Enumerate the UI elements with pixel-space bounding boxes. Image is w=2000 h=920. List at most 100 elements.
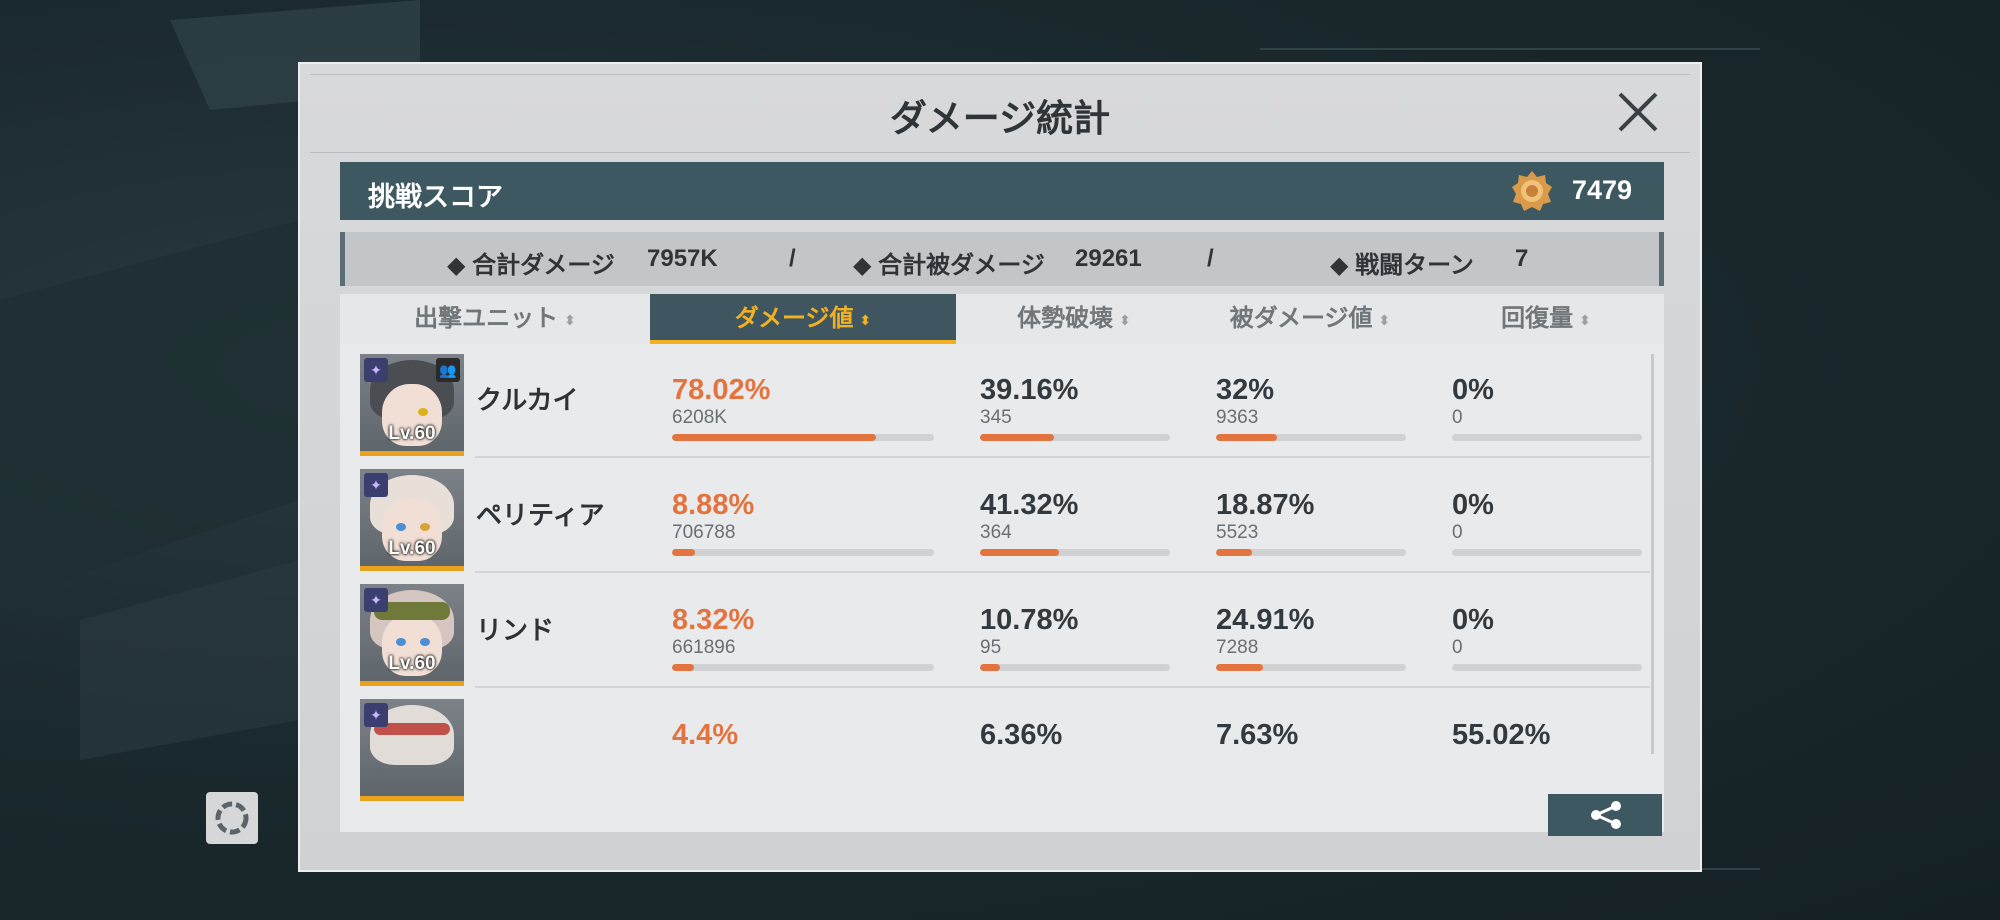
taken-raw: 5523 (1216, 522, 1259, 543)
separator: / (789, 245, 796, 272)
taken-bar (1216, 434, 1406, 441)
column-label: 被ダメージ値 (1229, 305, 1373, 332)
damage-stat: 8.32% 661896 (672, 604, 934, 671)
row-divider (475, 571, 1650, 573)
element-icon: ✦ (364, 358, 388, 382)
damage-stat: 78.02% 6208K (672, 374, 934, 441)
taken-percent: 32% (1216, 374, 1275, 406)
break-stat: 6.36% (980, 719, 1170, 751)
heal-stat: 0% 0 (1452, 374, 1642, 441)
break-percent: 41.32% (980, 489, 1079, 521)
heal-bar (1452, 664, 1642, 671)
taken-percent: 18.87% (1216, 489, 1315, 521)
team-icon: 👥 (436, 358, 460, 382)
column-label: 体勢破壊 (1017, 305, 1114, 332)
damage-stats-dialog: ダメージ統計 挑戦スコア 7479 ◆ 合計ダメージ 7957K / ◆ 合計被… (298, 62, 1702, 872)
battle-turns-value: 7 (1515, 245, 1529, 272)
unit-name: クルカイ (476, 385, 579, 415)
damage-stat: 4.4% (672, 719, 934, 751)
sort-icon: ⬍ (1119, 311, 1131, 328)
unit-level: Lv.60 (388, 423, 436, 444)
damage-percent: 4.4% (672, 719, 739, 751)
share-icon (1591, 801, 1621, 829)
break-bar-fill (980, 664, 1001, 671)
heal-bar (1452, 549, 1642, 556)
damage-bar (672, 664, 934, 671)
list-item[interactable]: ✦ 👥 Lv.60 クルカイ 78.02% 6208K 39.16% 345 3… (340, 344, 1650, 458)
total-damage-value: 7957K (647, 245, 718, 272)
unit-name: リンド (476, 615, 555, 645)
column-header-break[interactable]: 体勢破壊 ⬍ (956, 294, 1192, 344)
divider (310, 74, 1690, 75)
taken-raw: 9363 (1216, 407, 1259, 428)
break-stat: 41.32% 364 (980, 489, 1170, 556)
damage-percent: 8.88% (672, 489, 755, 521)
break-percent: 10.78% (980, 604, 1079, 636)
element-icon: ✦ (364, 473, 388, 497)
column-label: 出撃ユニット (414, 305, 559, 332)
taken-raw: 7288 (1216, 637, 1259, 658)
taken-stat: 18.87% 5523 (1216, 489, 1406, 556)
damage-bar (672, 549, 934, 556)
share-button[interactable] (1548, 794, 1662, 836)
taken-percent: 7.63% (1216, 719, 1299, 751)
unit-stats-list[interactable]: ✦ 👥 Lv.60 クルカイ 78.02% 6208K 39.16% 345 3… (340, 344, 1664, 832)
close-button[interactable] (1610, 84, 1666, 140)
heal-percent: 55.02% (1452, 719, 1551, 751)
damage-bar (672, 434, 934, 441)
side-menu-button[interactable] (206, 792, 258, 844)
challenge-score-bar: 挑戦スコア 7479 (340, 162, 1664, 220)
taken-bar (1216, 549, 1406, 556)
damage-bar-fill (672, 664, 694, 671)
taken-bar-fill (1216, 549, 1252, 556)
heal-bar (1452, 434, 1642, 441)
heal-stat: 55.02% (1452, 719, 1642, 751)
damage-percent: 78.02% (672, 374, 771, 406)
score-label: 挑戦スコア (368, 182, 503, 212)
unit-name: ペリティア (476, 500, 605, 530)
break-raw: 345 (980, 407, 1012, 428)
break-percent: 39.16% (980, 374, 1079, 406)
column-label: 回復量 (1501, 305, 1574, 332)
column-label: ダメージ値 (734, 305, 854, 332)
break-bar (980, 549, 1170, 556)
separator: / (1207, 245, 1214, 272)
unit-level: Lv.60 (388, 653, 436, 674)
column-header-heal[interactable]: 回復量 ⬍ (1428, 294, 1664, 344)
total-taken-label: ◆ 合計被ダメージ (853, 252, 1045, 279)
unit-portrait: ✦ Lv.60 (360, 584, 464, 686)
list-item[interactable]: ✦ Lv.60 リンド 8.32% 661896 10.78% 95 24.91… (340, 574, 1650, 688)
break-percent: 6.36% (980, 719, 1063, 751)
sort-icon: ⬍ (564, 311, 576, 328)
list-item[interactable]: ✦ 4.4% 6.36% 7.63% 55.02% (340, 689, 1650, 803)
break-stat: 10.78% 95 (980, 604, 1170, 671)
sort-icon: ⬍ (1378, 311, 1391, 328)
break-stat: 39.16% 345 (980, 374, 1170, 441)
taken-stat: 24.91% 7288 (1216, 604, 1406, 671)
damage-raw: 6208K (672, 407, 727, 428)
column-header-taken[interactable]: 被ダメージ値 ⬍ (1192, 294, 1428, 344)
damage-bar-fill (672, 549, 696, 556)
taken-bar (1216, 664, 1406, 671)
unit-portrait: ✦ (360, 699, 464, 801)
heal-raw: 0 (1452, 522, 1463, 543)
medal-icon (1512, 171, 1552, 211)
taken-bar-fill (1216, 434, 1277, 441)
table-header: 出撃ユニット ⬍ ダメージ値 ⬍ 体勢破壊 ⬍ 被ダメージ値 ⬍ 回復量 ⬍ (340, 294, 1664, 344)
damage-raw: 706788 (672, 522, 736, 543)
list-item[interactable]: ✦ Lv.60 ペリティア 8.88% 706788 41.32% 364 18… (340, 459, 1650, 573)
break-raw: 364 (980, 522, 1012, 543)
dialog-title: ダメージ統計 (889, 98, 1111, 139)
taken-percent: 24.91% (1216, 604, 1315, 636)
damage-stat: 8.88% 706788 (672, 489, 934, 556)
column-header-unit[interactable]: 出撃ユニット ⬍ (340, 294, 650, 344)
unit-portrait: ✦ 👥 Lv.60 (360, 354, 464, 456)
taken-stat: 7.63% (1216, 719, 1406, 751)
scrollbar[interactable] (1651, 354, 1654, 754)
heal-raw: 0 (1452, 637, 1463, 658)
column-header-damage[interactable]: ダメージ値 ⬍ (650, 294, 956, 344)
damage-raw: 661896 (672, 637, 736, 658)
damage-bar-fill (672, 434, 877, 441)
element-icon: ✦ (364, 703, 388, 727)
